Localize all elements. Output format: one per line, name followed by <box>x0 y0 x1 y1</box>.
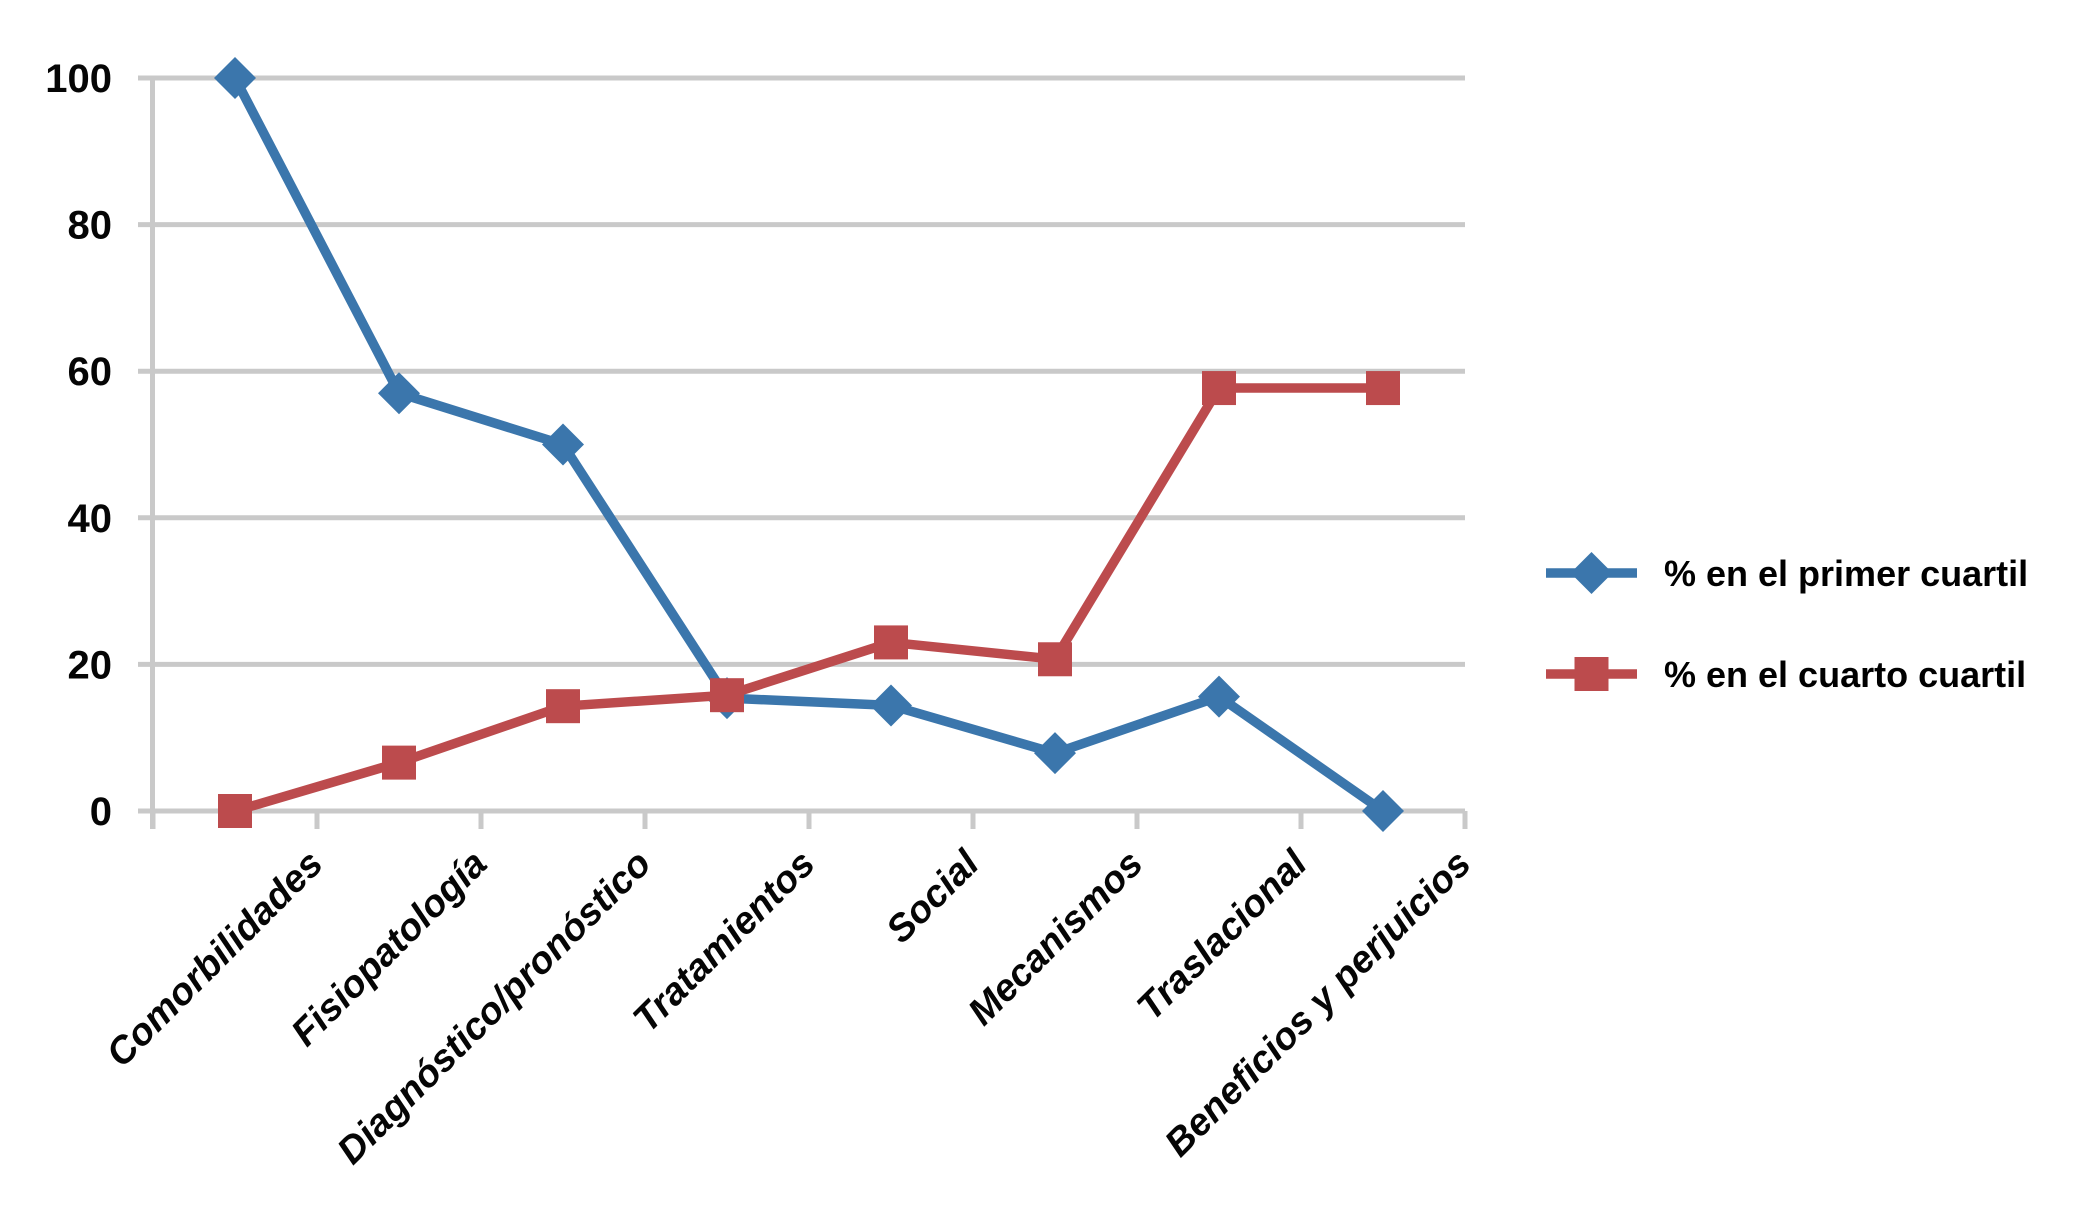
y-tick-label-100: 100 <box>45 57 112 101</box>
series-line <box>230 75 1386 815</box>
legend-square-marker <box>1546 657 1637 691</box>
y-tick-label-0: 0 <box>90 790 112 834</box>
data-point-marker <box>874 625 908 660</box>
y-axis-tick-labels: 0 20 40 60 80 100 <box>45 57 112 834</box>
data-point-marker <box>870 684 912 727</box>
y-tick-label-40: 40 <box>68 497 113 541</box>
data-point-marker <box>1362 790 1404 832</box>
legend-item-cuarto-cuartil: % en el cuarto cuartil <box>1546 654 2026 695</box>
y-tick-label-20: 20 <box>68 643 113 687</box>
data-point-marker <box>218 794 252 828</box>
chart-legend: % en el primer cuartil % en el cuarto cu… <box>1546 552 2028 695</box>
gridlines <box>138 75 1465 814</box>
x-axis-category-labels: ComorbilidadesFisiopatologíaDiagnóstico/… <box>99 842 1480 1173</box>
data-point-marker <box>382 745 416 780</box>
legend-marker-shape <box>1574 657 1609 691</box>
series-layer <box>214 57 1404 832</box>
data-point-marker <box>1202 371 1236 406</box>
data-point-marker <box>1038 642 1072 677</box>
x-axis-label: Social <box>879 842 989 952</box>
data-point-marker <box>1034 732 1076 775</box>
data-point-marker <box>542 423 584 466</box>
data-point-marker <box>710 678 744 713</box>
legend-item-primer-cuartil: % en el primer cuartil <box>1546 552 2028 594</box>
data-point-marker <box>546 689 580 724</box>
data-point-marker <box>1198 675 1240 718</box>
axes <box>150 76 1468 829</box>
y-tick-label-80: 80 <box>68 204 113 248</box>
y-tick-label-60: 60 <box>68 350 113 394</box>
legend-diamond-marker <box>1546 552 1637 594</box>
legend-label-cuarto-cuartil: % en el cuarto cuartil <box>1664 654 2026 695</box>
series-primer-cuartil <box>214 57 1404 832</box>
x-axis-label: Diagnóstico/pronóstico <box>330 843 660 1173</box>
series-line <box>233 383 1383 816</box>
x-axis-label: Traslacional <box>1129 842 1316 1029</box>
data-point-marker <box>378 372 420 415</box>
series-cuarto-cuartil <box>218 371 1400 828</box>
x-axis-label: Mecanismos <box>960 843 1151 1034</box>
data-point-marker <box>214 57 256 99</box>
data-point-marker <box>1366 371 1400 406</box>
x-axis-label: Beneficios y perjuicios <box>1157 843 1479 1165</box>
x-axis-label: Comorbilidades <box>99 843 332 1076</box>
legend-marker-shape <box>1570 552 1613 594</box>
legend-label-primer-cuartil: % en el primer cuartil <box>1664 553 2028 594</box>
